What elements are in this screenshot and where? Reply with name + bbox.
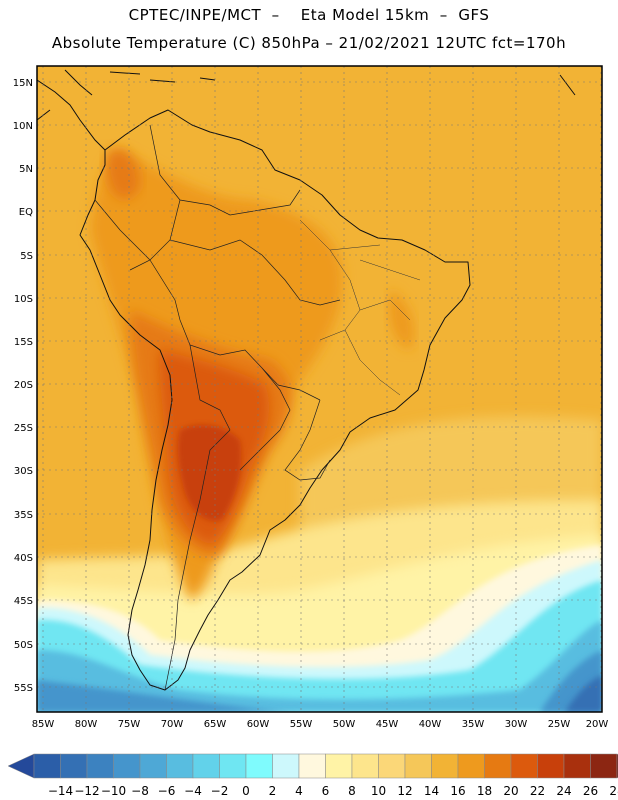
colorbar-swatch: [60, 753, 88, 779]
lon-label: 20W: [586, 719, 609, 730]
lon-label: 65W: [204, 719, 227, 730]
colorbar-swatch: [563, 753, 591, 779]
coast-caribbean-islands: [109, 71, 576, 96]
lat-label: 10N: [13, 121, 33, 132]
colorbar-label: −12: [74, 784, 99, 798]
colorbar-swatch: [139, 753, 167, 779]
lat-label: EQ: [19, 207, 33, 218]
colorbar-swatch: [484, 753, 512, 779]
colorbar-label: 28: [609, 784, 618, 798]
lat-label: 45S: [14, 596, 33, 607]
colorbar-label: 20: [503, 784, 518, 798]
colorbar-swatch: [298, 753, 326, 779]
lon-label: 80W: [75, 719, 98, 730]
title-field: Absolute Temperature (C) 850hPa – 21/02/…: [51, 34, 567, 52]
field-guiana-heat: [106, 149, 140, 200]
colorbar-label: −8: [131, 784, 149, 798]
lon-label: 40W: [419, 719, 442, 730]
field-blue: [37, 650, 602, 712]
title-model: CPTEC/INPE/MCT – Eta Model 15km – GFS: [128, 6, 490, 24]
colorbar-swatch: [590, 753, 618, 779]
lon-label: 75W: [118, 719, 141, 730]
colorbar-swatch: [33, 753, 61, 779]
colorbar-swatch: [86, 753, 114, 779]
lon-label: 60W: [247, 719, 270, 730]
coastlines: [37, 69, 576, 691]
colorbar-swatch: [166, 753, 194, 779]
colorbar-label: 10: [371, 784, 386, 798]
colorbar-swatch: [378, 753, 406, 779]
lat-label: 15N: [13, 78, 33, 89]
lat-label: 15S: [14, 337, 33, 348]
lat-label: 5S: [20, 251, 33, 262]
lat-label: 20S: [14, 380, 33, 391]
lat-label: 30S: [14, 466, 33, 477]
field-darkblue: [565, 675, 602, 712]
lon-label: 45W: [376, 719, 399, 730]
lat-label: 40S: [14, 553, 33, 564]
colorbar-swatch: [510, 753, 538, 779]
colorbar-swatch: [431, 753, 459, 779]
colorbar-label: 22: [530, 784, 545, 798]
colorbar-swatch: [404, 753, 432, 779]
colorbar-label: −4: [184, 784, 202, 798]
lat-label: 25S: [14, 423, 33, 434]
colorbar-swatch: [457, 753, 485, 779]
colorbar-swatch: [325, 753, 353, 779]
colorbar-arrow-low: [7, 753, 35, 779]
colorbar-label: 18: [477, 784, 492, 798]
coast-south-america: [79, 109, 471, 691]
lat-label: 35S: [14, 510, 33, 521]
latitude-labels: 15N 10N 5N EQ 5S 10S 15S 20S 25S 30S 35S…: [13, 78, 33, 694]
colorbar-swatch: [245, 753, 273, 779]
colorbar-label: 12: [397, 784, 412, 798]
map-frame: [36, 65, 603, 713]
lon-label: 55W: [290, 719, 313, 730]
colorbar-swatch: [192, 753, 220, 779]
colorbar-label: 14: [424, 784, 439, 798]
colorbar-swatch: [272, 753, 300, 779]
colorbar-label: 6: [322, 784, 330, 798]
colorbar-label: 0: [242, 784, 250, 798]
colorbar-swatch: [537, 753, 565, 779]
temperature-field: [37, 66, 602, 712]
coast-central-america: [37, 69, 106, 151]
longitude-labels: 85W 80W 75W 70W 65W 60W 55W 50W 45W 40W …: [32, 719, 609, 730]
colorbar-label: −2: [211, 784, 229, 798]
colorbar-swatch: [351, 753, 379, 779]
lon-label: 70W: [161, 719, 184, 730]
lat-label: 50S: [14, 640, 33, 651]
lon-label: 35W: [462, 719, 485, 730]
colorbar-label: 16: [450, 784, 465, 798]
lon-label: 30W: [505, 719, 528, 730]
lon-label: 85W: [32, 719, 55, 730]
graticule: [37, 66, 602, 712]
colorbar-label: −6: [158, 784, 176, 798]
colorbar-swatch: [113, 753, 141, 779]
colorbar: −14 −12 −10 −8 −6 −4 −2 0 2 4 6 8 10 12 14 16 18 20 22 24 26…: [7, 753, 618, 798]
lat-label: 10S: [14, 294, 33, 305]
colorbar-label: 2: [269, 784, 277, 798]
colorbar-swatch: [219, 753, 247, 779]
lon-label: 25W: [548, 719, 571, 730]
lat-label: 55S: [14, 683, 33, 694]
lon-label: 50W: [333, 719, 356, 730]
state-borders: [299, 219, 421, 396]
field-core: [177, 424, 242, 521]
colorbar-label: −10: [101, 784, 126, 798]
colorbar-label: −14: [48, 784, 73, 798]
colorbar-label: 4: [295, 784, 303, 798]
colorbar-label: 26: [583, 784, 598, 798]
lat-label: 5N: [19, 164, 33, 175]
colorbar-label: 24: [556, 784, 571, 798]
colorbar-label: 8: [348, 784, 356, 798]
